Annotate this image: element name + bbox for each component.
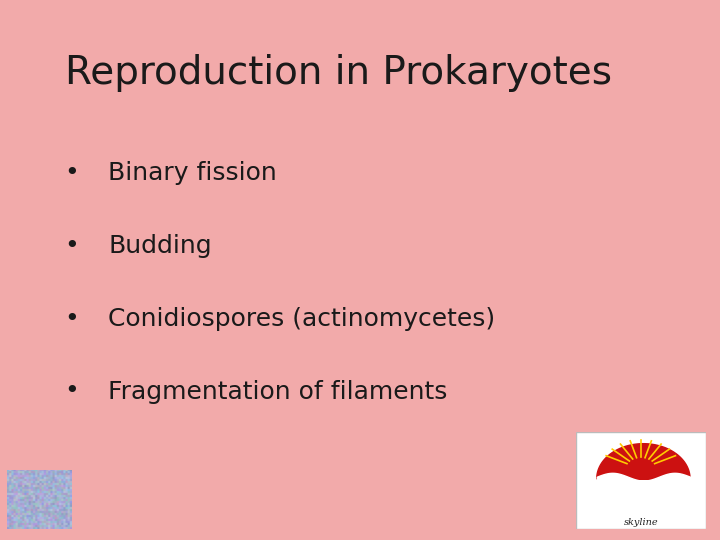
Text: •: • <box>65 234 79 258</box>
Text: skyline: skyline <box>624 518 658 527</box>
FancyBboxPatch shape <box>576 432 706 529</box>
Text: •: • <box>65 380 79 403</box>
Text: Conidiospores (actinomycetes): Conidiospores (actinomycetes) <box>108 307 495 330</box>
Text: Reproduction in Prokaryotes: Reproduction in Prokaryotes <box>65 54 612 92</box>
Text: •: • <box>65 307 79 330</box>
Text: Binary fission: Binary fission <box>108 161 276 185</box>
Text: Budding: Budding <box>108 234 212 258</box>
Text: •: • <box>65 161 79 185</box>
Polygon shape <box>597 444 690 478</box>
Text: Fragmentation of filaments: Fragmentation of filaments <box>108 380 447 403</box>
